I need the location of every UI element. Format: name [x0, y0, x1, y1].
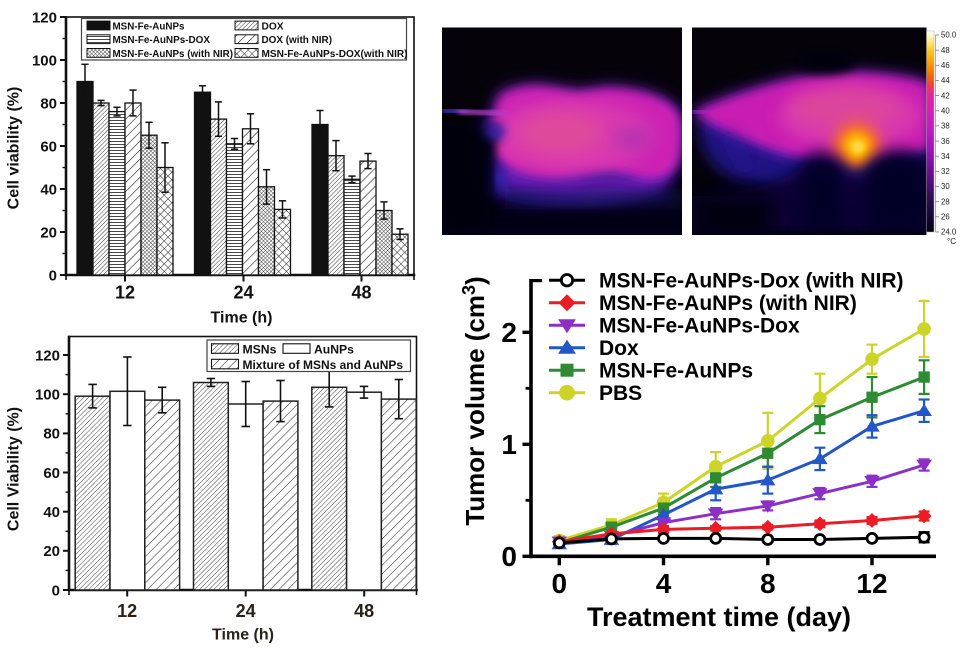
svg-text:50.0: 50.0 [941, 31, 957, 40]
svg-text:34: 34 [941, 152, 950, 161]
svg-text:MSN-Fe-AuNPs-DOX: MSN-Fe-AuNPs-DOX [113, 35, 211, 46]
svg-text:24: 24 [236, 601, 256, 621]
svg-text:MSN-Fe-AuNPs: MSN-Fe-AuNPs [599, 360, 753, 383]
svg-text:MSN-Fe-AuNPs (with NIR): MSN-Fe-AuNPs (with NIR) [599, 292, 857, 315]
svg-text:36: 36 [941, 137, 950, 146]
svg-text:AuNPs: AuNPs [314, 342, 354, 356]
svg-text:Time (h): Time (h) [212, 627, 274, 644]
svg-text:46: 46 [941, 61, 950, 70]
svg-text:38: 38 [941, 122, 950, 131]
svg-text:MSN-Fe-AuNPs (with NIR): MSN-Fe-AuNPs (with NIR) [113, 49, 234, 60]
svg-text:2: 2 [501, 317, 517, 348]
svg-text:Mixture of MSNs and AuNPs: Mixture of MSNs and AuNPs [243, 358, 404, 372]
svg-text:48: 48 [354, 601, 374, 621]
svg-text:24: 24 [233, 283, 253, 303]
svg-text:1: 1 [501, 429, 517, 460]
svg-text:4: 4 [656, 568, 672, 599]
svg-text:°C: °C [947, 237, 956, 246]
svg-text:Cell Viability (%): Cell Viability (%) [6, 407, 23, 531]
svg-text:Treatment time (day): Treatment time (day) [587, 602, 851, 632]
svg-text:0: 0 [552, 568, 568, 599]
svg-text:48: 48 [941, 46, 950, 55]
svg-text:0: 0 [49, 267, 57, 284]
svg-text:Cell viability (%): Cell viability (%) [5, 87, 22, 210]
svg-text:12: 12 [856, 568, 887, 599]
svg-text:80: 80 [43, 426, 60, 443]
svg-text:100: 100 [32, 52, 57, 69]
svg-text:28: 28 [941, 197, 950, 206]
svg-text:Time (h): Time (h) [211, 310, 273, 327]
svg-text:Tumor volume (cm3): Tumor volume (cm3) [459, 276, 490, 525]
svg-text:12: 12 [115, 283, 135, 303]
svg-text:MSN-Fe-AuNPs-DOX(with NIR): MSN-Fe-AuNPs-DOX(with NIR) [262, 49, 408, 60]
svg-text:20: 20 [40, 224, 57, 241]
svg-text:MSNs: MSNs [243, 342, 277, 356]
svg-text:42: 42 [941, 91, 950, 100]
svg-text:MSN-Fe-AuNPs-Dox (with NIR): MSN-Fe-AuNPs-Dox (with NIR) [599, 270, 903, 293]
svg-text:120: 120 [32, 9, 57, 26]
svg-text:MSN-Fe-AuNPs: MSN-Fe-AuNPs [113, 21, 185, 32]
svg-text:PBS: PBS [599, 382, 642, 405]
svg-text:120: 120 [35, 347, 60, 364]
svg-text:44: 44 [941, 76, 950, 85]
svg-text:40: 40 [40, 181, 57, 198]
svg-text:60: 60 [43, 465, 60, 482]
svg-text:60: 60 [40, 138, 57, 155]
svg-text:32: 32 [941, 167, 950, 176]
svg-text:MSN-Fe-AuNPs-Dox: MSN-Fe-AuNPs-Dox [599, 315, 800, 338]
svg-text:20: 20 [43, 543, 60, 560]
svg-text:80: 80 [40, 95, 57, 112]
svg-text:0: 0 [501, 541, 517, 572]
svg-text:0: 0 [52, 582, 60, 599]
svg-text:8: 8 [760, 568, 776, 599]
svg-text:100: 100 [35, 387, 60, 404]
svg-text:40: 40 [941, 107, 950, 116]
svg-text:26: 26 [941, 213, 950, 222]
svg-text:Dox: Dox [599, 337, 639, 360]
svg-text:48: 48 [351, 283, 371, 303]
svg-text:40: 40 [43, 504, 60, 521]
svg-text:DOX (with NIR): DOX (with NIR) [262, 35, 333, 46]
svg-text:30: 30 [941, 182, 950, 191]
svg-text:24.0: 24.0 [941, 228, 957, 237]
svg-text:12: 12 [117, 601, 137, 621]
svg-text:DOX: DOX [262, 21, 284, 32]
